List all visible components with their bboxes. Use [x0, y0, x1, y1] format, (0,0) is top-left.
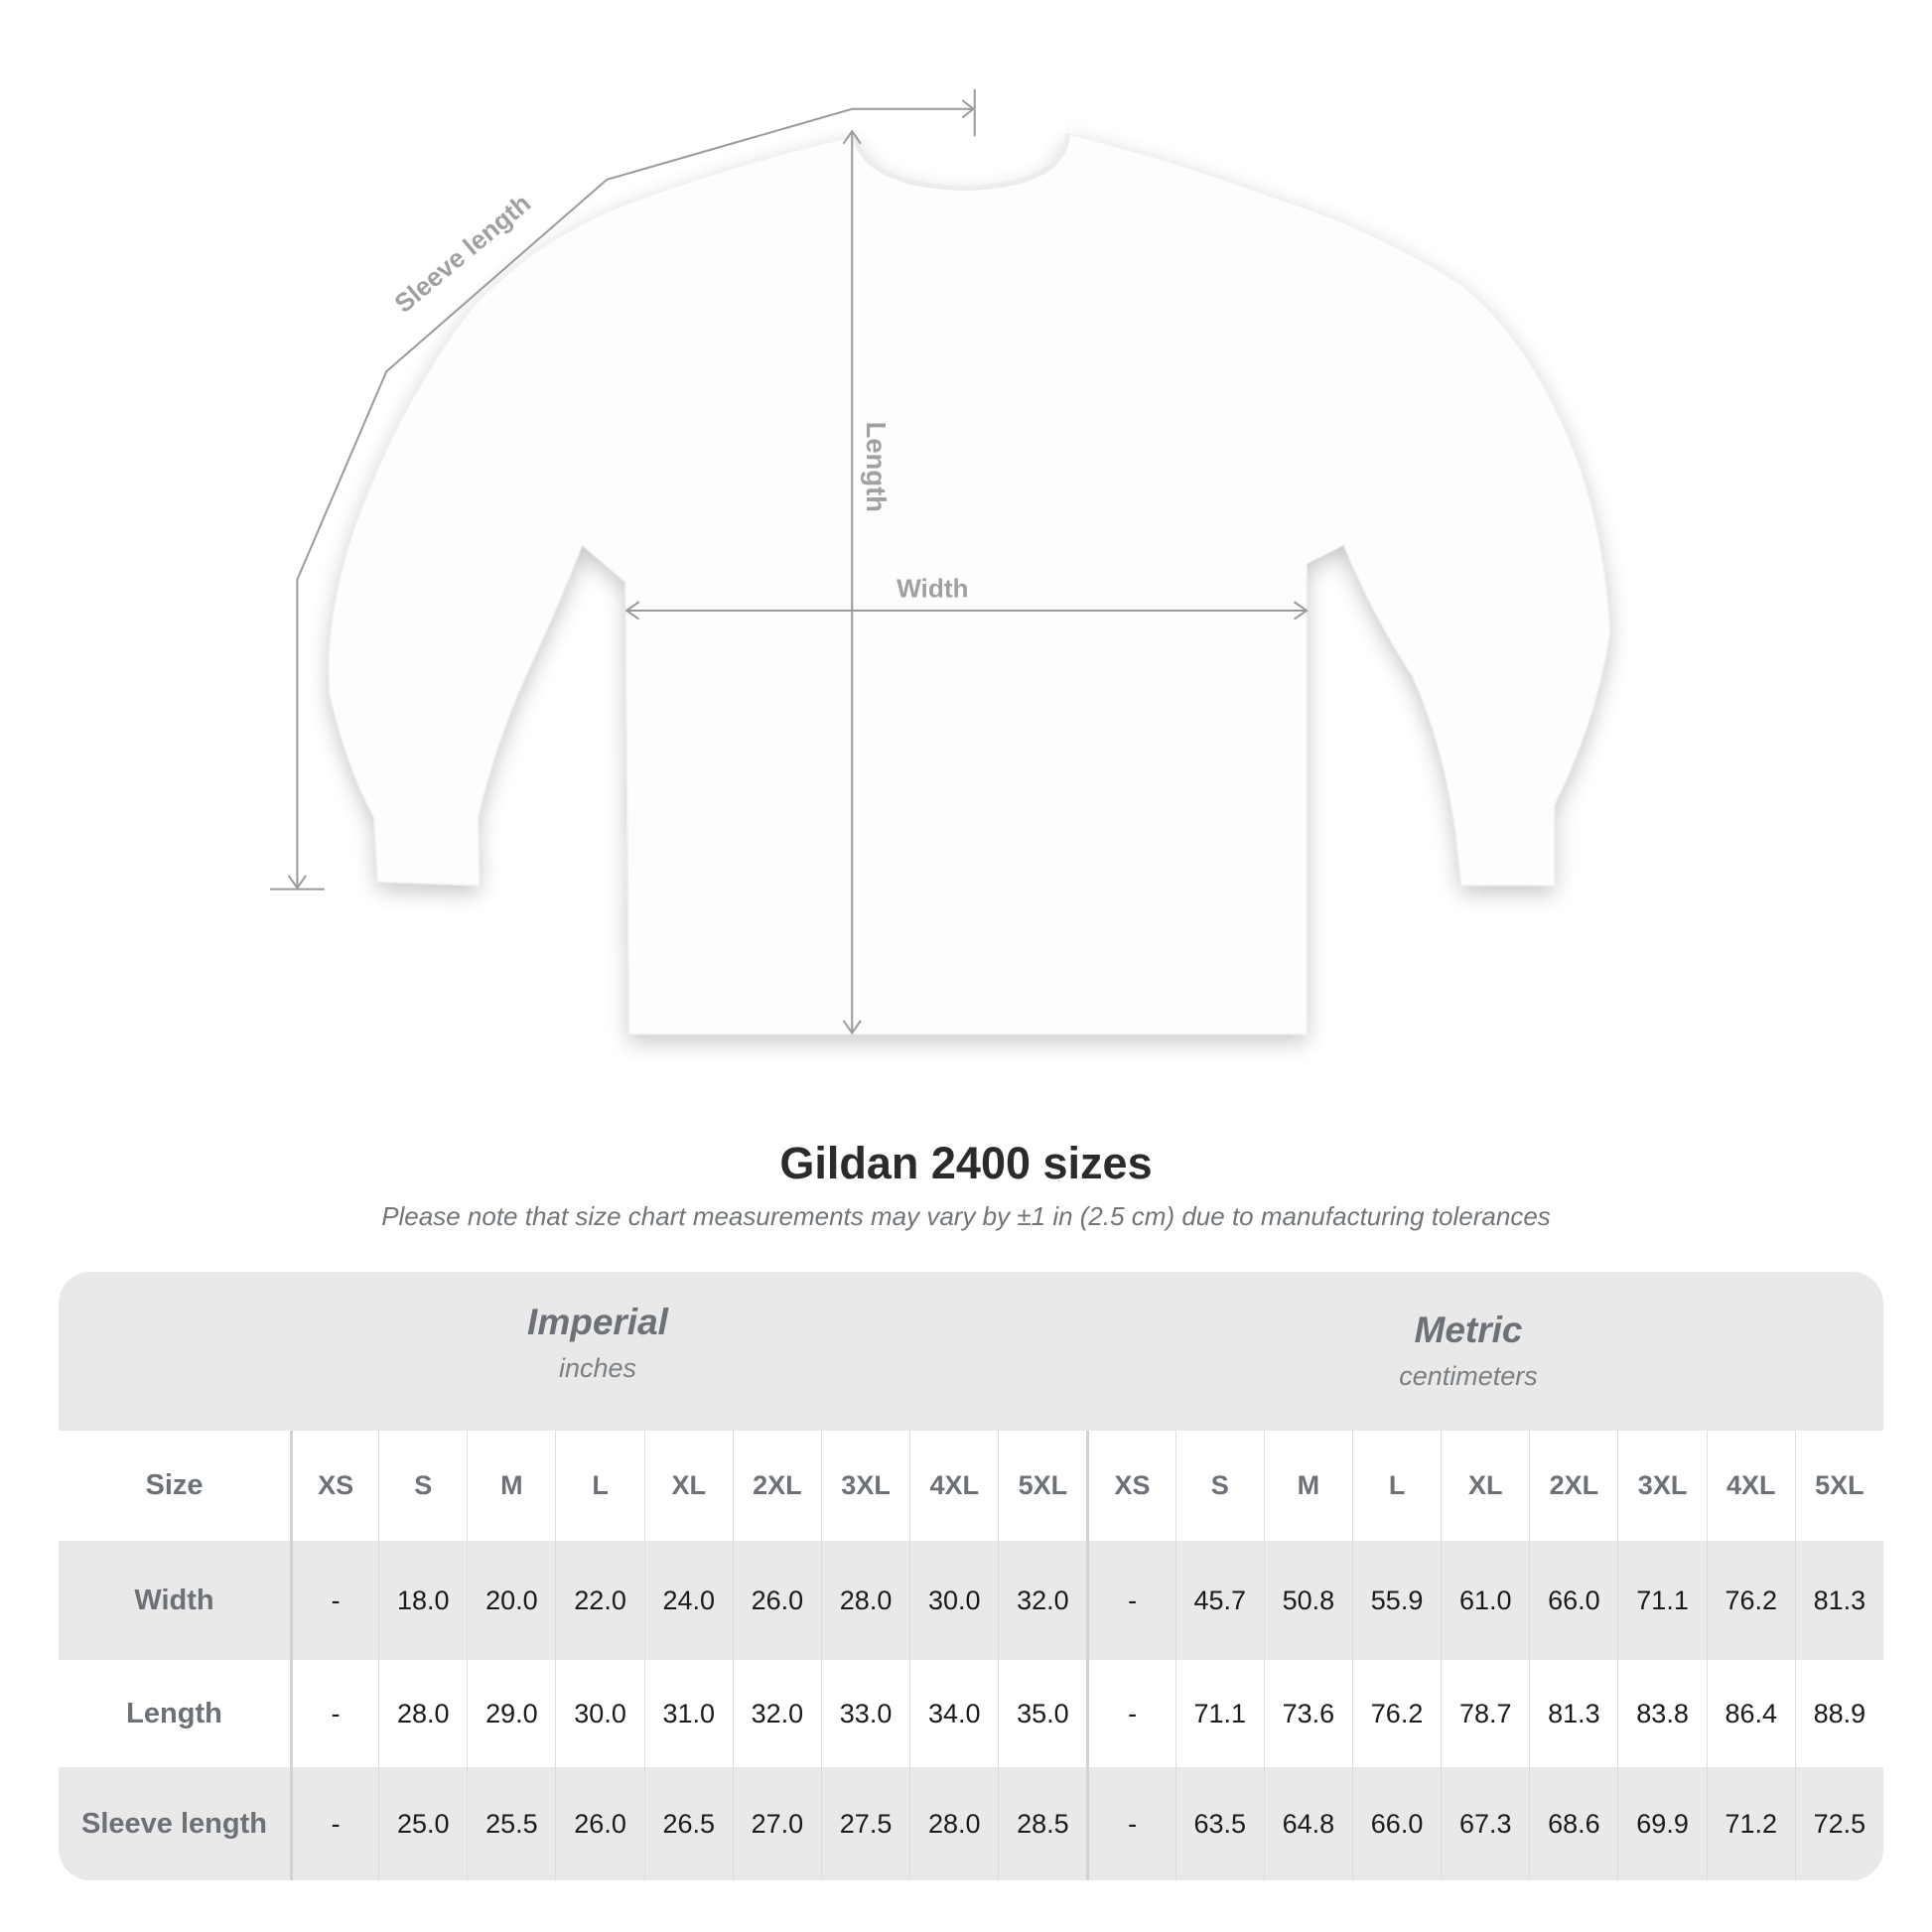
- width-measure-line: [624, 601, 1309, 621]
- imperial-value-cell: 33.0: [820, 1660, 910, 1767]
- unit-system-header: Imperial inches Metric centimeters: [59, 1272, 1883, 1431]
- row-label: Sleeve length: [59, 1767, 290, 1880]
- imperial-value-cell: 30.0: [555, 1660, 644, 1767]
- metric-size-l: L: [1351, 1431, 1442, 1541]
- tolerance-note: Please note that size chart measurements…: [381, 1201, 1551, 1231]
- imperial-value-cell: -: [290, 1660, 379, 1767]
- imperial-size-2xl: 2XL: [732, 1431, 821, 1541]
- imperial-size-m: M: [467, 1431, 556, 1541]
- metric-value-cell: 45.7: [1174, 1541, 1264, 1660]
- imperial-value-cell: 27.0: [732, 1767, 821, 1880]
- metric-size-3xl: 3XL: [1617, 1431, 1707, 1541]
- metric-value-cell: 67.3: [1441, 1767, 1530, 1880]
- metric-title: Metric: [1414, 1310, 1523, 1350]
- imperial-value-cell: -: [290, 1541, 379, 1660]
- metric-size-s: S: [1174, 1431, 1264, 1541]
- metric-value-cell: 86.4: [1706, 1660, 1795, 1767]
- imperial-size-s: S: [378, 1431, 468, 1541]
- metric-value-cell: 66.0: [1351, 1767, 1442, 1880]
- metric-value-cell: 69.9: [1617, 1767, 1707, 1880]
- metric-value-cell: 71.1: [1617, 1541, 1707, 1660]
- imperial-value-cell: 26.0: [732, 1541, 821, 1660]
- sleeve-length-measure-line: [269, 88, 976, 891]
- imperial-value-cell: 28.0: [378, 1660, 468, 1767]
- row-label: Length: [59, 1660, 290, 1767]
- imperial-value-cell: 24.0: [643, 1541, 733, 1660]
- metric-size-2xl: 2XL: [1529, 1431, 1618, 1541]
- imperial-value-cell: 32.0: [998, 1541, 1087, 1660]
- metric-value-cell: 63.5: [1174, 1767, 1264, 1880]
- width-label: Width: [897, 573, 968, 603]
- imperial-value-cell: 27.5: [820, 1767, 910, 1880]
- metric-value-cell: 83.8: [1617, 1660, 1707, 1767]
- metric-value-cell: 81.3: [1529, 1660, 1618, 1767]
- imperial-value-cell: 28.0: [820, 1541, 910, 1660]
- metric-value-cell: 64.8: [1263, 1767, 1352, 1880]
- metric-header: Metric centimeters: [1121, 1310, 1816, 1392]
- metric-value-cell: 73.6: [1263, 1660, 1352, 1767]
- imperial-size-4xl: 4XL: [909, 1431, 999, 1541]
- imperial-value-cell: 28.5: [998, 1767, 1087, 1880]
- collar: [852, 133, 1070, 192]
- imperial-value-cell: 25.0: [378, 1767, 468, 1880]
- imperial-value-cell: 32.0: [732, 1660, 821, 1767]
- metric-size-xl: XL: [1441, 1431, 1530, 1541]
- metric-size-5xl: 5XL: [1794, 1431, 1883, 1541]
- metric-value-cell: 88.9: [1794, 1660, 1883, 1767]
- imperial-header: Imperial inches: [250, 1302, 945, 1384]
- metric-value-cell: 50.8: [1263, 1541, 1352, 1660]
- metric-size-4xl: 4XL: [1706, 1431, 1795, 1541]
- metric-value-cell: -: [1086, 1767, 1175, 1880]
- metric-value-cell: 76.2: [1706, 1541, 1795, 1660]
- imperial-value-cell: 25.5: [467, 1767, 556, 1880]
- metric-value-cell: 81.3: [1794, 1541, 1883, 1660]
- length-measure-line: [842, 129, 862, 1035]
- imperial-value-cell: 35.0: [998, 1660, 1087, 1767]
- imperial-size-xs: XS: [290, 1431, 379, 1541]
- metric-value-cell: -: [1086, 1660, 1175, 1767]
- size-header-label: Size: [59, 1431, 290, 1541]
- metric-value-cell: 72.5: [1794, 1767, 1883, 1880]
- row-label: Width: [59, 1541, 290, 1660]
- metric-unit: centimeters: [1399, 1361, 1538, 1391]
- metric-value-cell: 66.0: [1529, 1541, 1618, 1660]
- length-label: Length: [861, 422, 892, 512]
- metric-value-cell: 71.2: [1706, 1767, 1795, 1880]
- page-title: Gildan 2400 sizes: [779, 1138, 1153, 1188]
- metric-value-cell: 68.6: [1529, 1767, 1618, 1880]
- imperial-size-xl: XL: [643, 1431, 733, 1541]
- imperial-value-cell: 20.0: [467, 1541, 556, 1660]
- metric-value-cell: 61.0: [1441, 1541, 1530, 1660]
- size-table: Imperial inches Metric centimeters Size X…: [59, 1272, 1883, 1880]
- imperial-size-l: L: [555, 1431, 644, 1541]
- imperial-value-cell: 30.0: [909, 1541, 999, 1660]
- metric-value-cell: 71.1: [1174, 1660, 1264, 1767]
- imperial-value-cell: 18.0: [378, 1541, 468, 1660]
- metric-value-cell: 78.7: [1441, 1660, 1530, 1767]
- imperial-value-cell: 34.0: [909, 1660, 999, 1767]
- imperial-value-cell: 26.5: [643, 1767, 733, 1880]
- imperial-value-cell: -: [290, 1767, 379, 1880]
- metric-size-m: M: [1263, 1431, 1352, 1541]
- metric-value-cell: 55.9: [1351, 1541, 1442, 1660]
- imperial-value-cell: 29.0: [467, 1660, 556, 1767]
- imperial-size-3xl: 3XL: [820, 1431, 910, 1541]
- imperial-value-cell: 31.0: [643, 1660, 733, 1767]
- long-sleeve-shirt: [328, 132, 1611, 1035]
- metric-size-xs: XS: [1086, 1431, 1175, 1541]
- imperial-value-cell: 22.0: [555, 1541, 644, 1660]
- imperial-size-5xl: 5XL: [998, 1431, 1087, 1541]
- imperial-value-cell: 26.0: [555, 1767, 644, 1880]
- metric-value-cell: 76.2: [1351, 1660, 1442, 1767]
- imperial-unit: inches: [558, 1353, 637, 1383]
- imperial-title: Imperial: [527, 1302, 668, 1342]
- imperial-value-cell: 28.0: [909, 1767, 999, 1880]
- size-grid: Size XS S M L XL 2XL 3XL 4XL 5XL XS S M L XL 2XL 3XL 4XL 5…: [59, 1431, 1883, 1880]
- metric-value-cell: -: [1086, 1541, 1175, 1660]
